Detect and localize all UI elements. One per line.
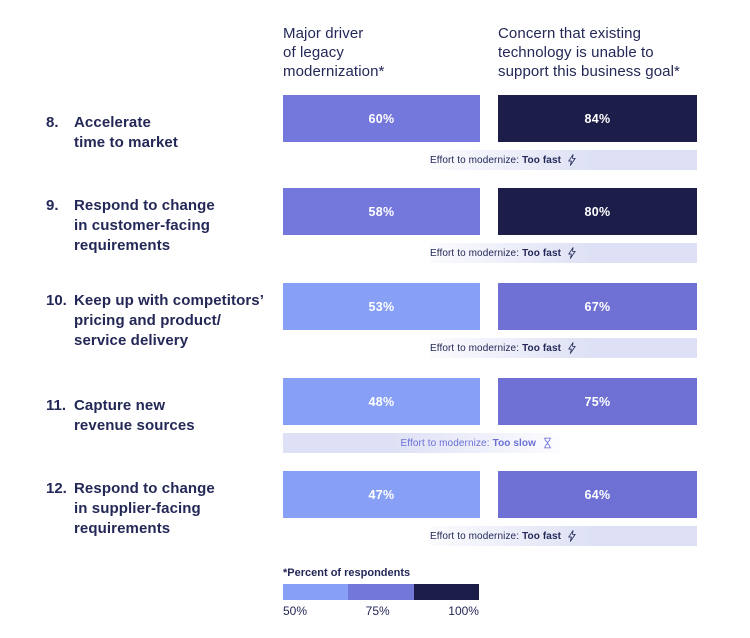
category-label: 8. Accelerate time to market bbox=[46, 113, 178, 153]
driver-bar-value: 58% bbox=[368, 204, 395, 219]
driver-bar: 60% bbox=[283, 95, 480, 142]
category-number: 11. bbox=[46, 396, 67, 414]
effort-strip: Effort to modernize: Too fast bbox=[430, 526, 697, 546]
category-number: 8. bbox=[46, 113, 59, 131]
effort-label: Effort to modernize: bbox=[430, 154, 520, 166]
color-scale-segment-75 bbox=[348, 584, 414, 600]
column-header-driver: Major driver of legacy modernization* bbox=[283, 25, 385, 80]
driver-bar-value: 48% bbox=[368, 394, 395, 409]
driver-bar-value: 47% bbox=[368, 487, 395, 502]
category-text: Accelerate time to market bbox=[74, 113, 178, 151]
scale-tick-75: 75% bbox=[365, 604, 390, 618]
concern-bar: 84% bbox=[498, 95, 697, 142]
category-label: 11. Capture new revenue sources bbox=[46, 396, 195, 436]
color-scale-bar bbox=[283, 584, 479, 600]
effort-strip: Effort to modernize: Too fast bbox=[430, 150, 697, 170]
effort-value: Too fast bbox=[522, 154, 562, 166]
scale-tick-50: 50% bbox=[283, 604, 308, 618]
effort-value: Too slow bbox=[492, 437, 536, 449]
effort-value: Too fast bbox=[522, 530, 562, 542]
hourglass-icon bbox=[541, 435, 554, 451]
category-text: Respond to change in supplier-facing req… bbox=[74, 479, 215, 537]
category-label: 10. Keep up with competitors’ pricing an… bbox=[46, 291, 264, 351]
driver-bar: 47% bbox=[283, 471, 480, 518]
chart-row: 8. Accelerate time to market 60% 84% Eff… bbox=[0, 95, 750, 170]
concern-bar: 80% bbox=[498, 188, 697, 235]
chart-row: 12. Respond to change in supplier-facing… bbox=[0, 471, 750, 546]
chart-row: 10. Keep up with competitors’ pricing an… bbox=[0, 283, 750, 358]
concern-bar-value: 75% bbox=[584, 394, 611, 409]
category-number: 9. bbox=[46, 196, 59, 214]
category-text: Respond to change in customer-facing req… bbox=[74, 196, 215, 254]
effort-label: Effort to modernize: bbox=[430, 247, 520, 259]
concern-bar: 67% bbox=[498, 283, 697, 330]
driver-bar: 48% bbox=[283, 378, 480, 425]
column-header-concern: Concern that existing technology is unab… bbox=[498, 25, 680, 80]
lightning-icon bbox=[566, 245, 579, 261]
lightning-icon bbox=[566, 528, 579, 544]
color-scale-segment-100 bbox=[413, 584, 479, 600]
lightning-icon bbox=[566, 340, 579, 356]
concern-bar: 75% bbox=[498, 378, 697, 425]
category-number: 12. bbox=[46, 479, 67, 497]
category-label: 9. Respond to change in customer-facing … bbox=[46, 196, 215, 256]
concern-bar-value: 80% bbox=[584, 204, 611, 219]
category-number: 10. bbox=[46, 291, 67, 309]
concern-bar-value: 67% bbox=[584, 299, 611, 314]
category-text: Keep up with competitors’ pricing and pr… bbox=[74, 291, 265, 349]
effort-strip: Effort to modernize: Too fast bbox=[430, 243, 697, 263]
effort-label: Effort to modernize: bbox=[430, 342, 520, 354]
effort-strip: Effort to modernize: Too fast bbox=[430, 338, 697, 358]
effort-value: Too fast bbox=[522, 247, 562, 259]
driver-bar-value: 53% bbox=[368, 299, 395, 314]
driver-bar: 58% bbox=[283, 188, 480, 235]
concern-bar: 64% bbox=[498, 471, 697, 518]
driver-bar: 53% bbox=[283, 283, 480, 330]
color-scale-labels: 50% 75% 100% bbox=[283, 604, 479, 618]
legend-footnote: *Percent of respondents bbox=[283, 567, 411, 579]
concern-bar-value: 84% bbox=[584, 111, 611, 126]
category-text: Capture new revenue sources bbox=[74, 396, 195, 434]
category-label: 12. Respond to change in supplier-facing… bbox=[46, 479, 215, 539]
concern-bar-value: 64% bbox=[584, 487, 611, 502]
driver-bar-value: 60% bbox=[368, 111, 395, 126]
lightning-icon bbox=[566, 152, 579, 168]
chart-row: 9. Respond to change in customer-facing … bbox=[0, 188, 750, 263]
scale-tick-100: 100% bbox=[448, 604, 479, 618]
color-scale-segment-50 bbox=[283, 584, 349, 600]
effort-label: Effort to modernize: bbox=[400, 437, 490, 449]
chart-row: 11. Capture new revenue sources 48% 75% … bbox=[0, 378, 750, 453]
effort-value: Too fast bbox=[522, 342, 562, 354]
effort-label: Effort to modernize: bbox=[430, 530, 520, 542]
effort-strip: Effort to modernize: Too slow bbox=[283, 433, 560, 453]
